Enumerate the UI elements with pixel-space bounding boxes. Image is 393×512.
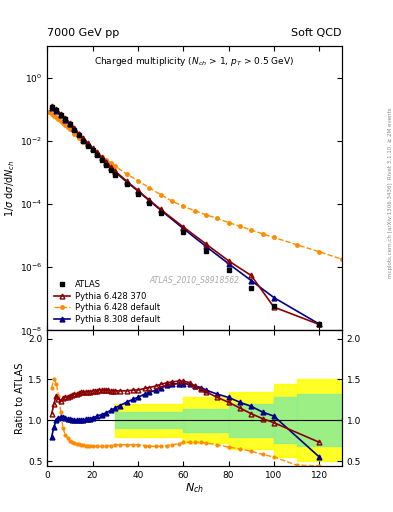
Y-axis label: Ratio to ATLAS: Ratio to ATLAS: [15, 362, 25, 434]
Text: Charged multiplicity ($N_{ch}$ > 1, $p_T$ > 0.5 GeV): Charged multiplicity ($N_{ch}$ > 1, $p_T…: [94, 55, 295, 68]
Text: Soft QCD: Soft QCD: [292, 28, 342, 38]
Legend: ATLAS, Pythia 6.428 370, Pythia 6.428 default, Pythia 8.308 default: ATLAS, Pythia 6.428 370, Pythia 6.428 de…: [51, 278, 162, 326]
Text: mcplots.cern.ch [arXiv:1306.3436]: mcplots.cern.ch [arXiv:1306.3436]: [388, 183, 393, 278]
Y-axis label: 1/$\sigma$ d$\sigma$/d$N_{ch}$: 1/$\sigma$ d$\sigma$/d$N_{ch}$: [3, 160, 17, 217]
X-axis label: $N_{ch}$: $N_{ch}$: [185, 481, 204, 495]
Text: Rivet 3.1.10, ≥ 2M events: Rivet 3.1.10, ≥ 2M events: [388, 108, 393, 179]
Text: 7000 GeV pp: 7000 GeV pp: [47, 28, 119, 38]
Text: ATLAS_2010_S8918562: ATLAS_2010_S8918562: [149, 275, 240, 284]
